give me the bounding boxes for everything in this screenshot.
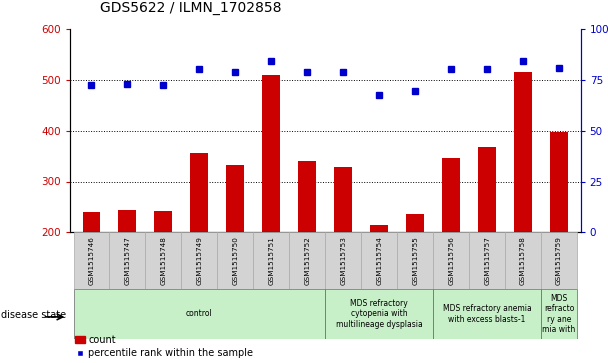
Bar bbox=[299, 161, 316, 232]
Bar bbox=[74, 232, 109, 289]
Text: MDS
refracto
ry ane
mia with: MDS refracto ry ane mia with bbox=[542, 294, 576, 334]
Text: GSM1515749: GSM1515749 bbox=[196, 236, 202, 285]
Bar bbox=[433, 289, 541, 339]
Text: MDS refractory anemia
with excess blasts-1: MDS refractory anemia with excess blasts… bbox=[443, 304, 531, 324]
Bar bbox=[74, 289, 325, 339]
Bar bbox=[181, 232, 218, 289]
Text: disease state: disease state bbox=[1, 310, 66, 321]
Bar bbox=[541, 232, 577, 289]
Bar bbox=[433, 232, 469, 289]
Bar bbox=[550, 132, 568, 232]
Bar bbox=[478, 147, 496, 232]
Bar bbox=[325, 232, 361, 289]
Text: GSM1515759: GSM1515759 bbox=[556, 236, 562, 285]
Bar bbox=[469, 232, 505, 289]
Bar bbox=[119, 210, 136, 232]
Text: GSM1515756: GSM1515756 bbox=[448, 236, 454, 285]
Text: GSM1515746: GSM1515746 bbox=[89, 236, 94, 285]
Text: GSM1515748: GSM1515748 bbox=[161, 236, 167, 285]
Bar bbox=[514, 72, 532, 232]
Bar bbox=[505, 232, 541, 289]
Text: GSM1515751: GSM1515751 bbox=[268, 236, 274, 285]
Bar bbox=[190, 153, 209, 232]
Bar bbox=[218, 232, 254, 289]
Text: GSM1515750: GSM1515750 bbox=[232, 236, 238, 285]
Text: GSM1515752: GSM1515752 bbox=[304, 236, 310, 285]
Bar bbox=[83, 212, 100, 232]
Bar bbox=[325, 289, 433, 339]
Bar bbox=[145, 232, 181, 289]
Bar bbox=[334, 167, 352, 232]
Bar bbox=[154, 212, 173, 232]
Text: GSM1515753: GSM1515753 bbox=[340, 236, 347, 285]
Legend: count, percentile rank within the sample: count, percentile rank within the sample bbox=[75, 335, 254, 358]
Bar bbox=[361, 232, 397, 289]
Bar bbox=[541, 289, 577, 339]
Bar bbox=[254, 232, 289, 289]
Text: GSM1515754: GSM1515754 bbox=[376, 236, 382, 285]
Bar bbox=[226, 165, 244, 232]
Text: GSM1515747: GSM1515747 bbox=[125, 236, 131, 285]
Bar bbox=[262, 75, 280, 232]
Text: MDS refractory
cytopenia with
multilineage dysplasia: MDS refractory cytopenia with multilinea… bbox=[336, 299, 423, 329]
Text: GSM1515757: GSM1515757 bbox=[484, 236, 490, 285]
Bar bbox=[397, 232, 433, 289]
Bar bbox=[109, 232, 145, 289]
Text: control: control bbox=[186, 310, 213, 318]
Text: GSM1515758: GSM1515758 bbox=[520, 236, 526, 285]
Text: GDS5622 / ILMN_1702858: GDS5622 / ILMN_1702858 bbox=[100, 0, 282, 15]
Bar bbox=[289, 232, 325, 289]
Text: GSM1515755: GSM1515755 bbox=[412, 236, 418, 285]
Bar bbox=[406, 213, 424, 232]
Bar bbox=[442, 158, 460, 232]
Bar bbox=[370, 225, 389, 232]
